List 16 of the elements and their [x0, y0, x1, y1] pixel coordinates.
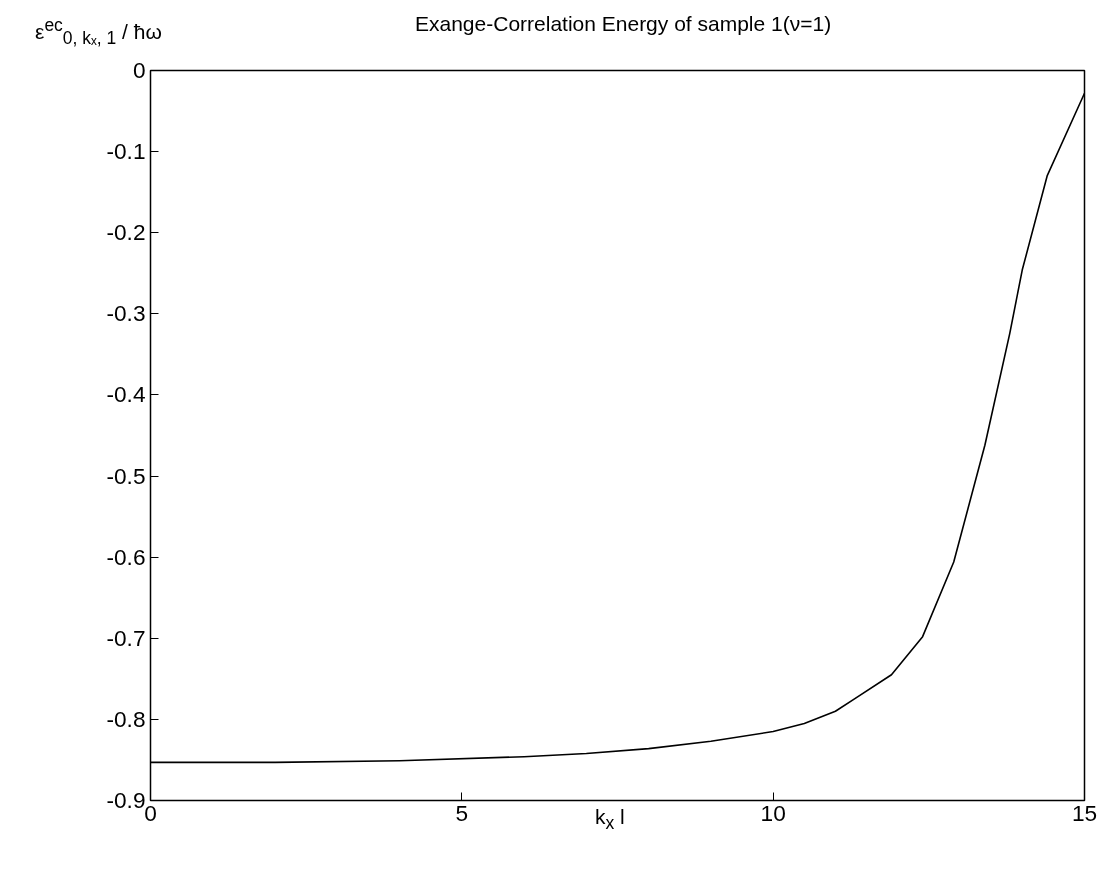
y-tick-label: -0.6 [106, 543, 146, 570]
y-tick-label: -0.7 [106, 624, 146, 651]
x-tick-label: 15 [1071, 799, 1098, 826]
y-axis-title: ε$^{ec}$$_{0, kₓ, 1}$ / ħω [35, 14, 162, 51]
y-tick-label: 0 [132, 57, 146, 83]
y-tick-label: -0.1 [106, 138, 146, 165]
y-tick-label: -0.4 [106, 381, 146, 408]
chart-title: Exange-Correlation Energy of sample 1(ν=1) [415, 11, 832, 37]
y-tick-label: -0.3 [106, 300, 146, 327]
y-tick-label: -0.2 [106, 219, 146, 246]
y-tick-label: -0.9 [106, 787, 146, 813]
y-tick-label: -0.5 [106, 462, 146, 489]
x-axis-title: k$_{x}$ l [595, 804, 625, 836]
x-tick-label: 10 [760, 799, 786, 826]
y-tick-label: -0.8 [106, 705, 146, 732]
x-tick-label: 5 [455, 799, 469, 826]
